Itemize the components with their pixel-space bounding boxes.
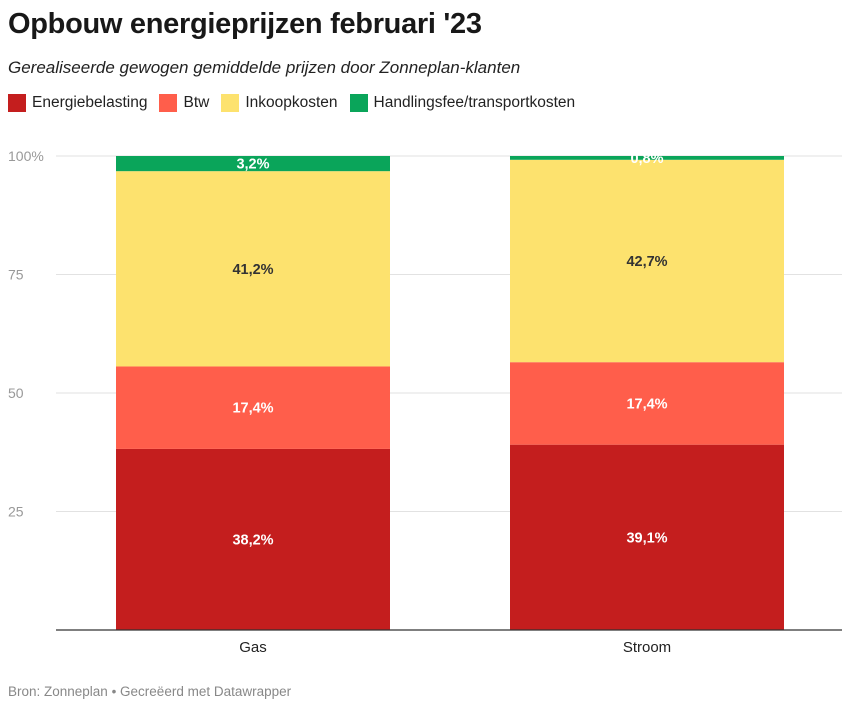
bar-segment [116, 366, 390, 449]
legend: Energiebelasting Btw Inkoopkosten Handli… [8, 94, 587, 112]
y-tick-label: 50 [8, 385, 24, 401]
data-label: 3,2% [236, 157, 269, 173]
source-footer: Bron: Zonneplan • Gecreëerd met Datawrap… [8, 684, 292, 699]
data-label: 0,8% [630, 151, 663, 167]
bar-segment [116, 156, 390, 172]
chart-title: Opbouw energieprijzen februari '23 [8, 8, 482, 40]
bar-segment [510, 156, 784, 160]
stacked-bar-chart: 100% 75 50 25 38,2% 17,4% 41,2% 3,2% Gas 39,1% 17,… [8, 148, 842, 656]
y-tick-label: 100% [8, 148, 44, 164]
bar-segment [510, 444, 784, 630]
y-tick-label: 75 [8, 267, 24, 283]
chart-subtitle: Gerealiseerde gewogen gemiddelde prijzen… [8, 58, 521, 77]
legend-label: Inkoopkosten [245, 94, 338, 111]
y-tick-label: 25 [8, 504, 24, 520]
legend-label: Handlingsfee/transportkosten [373, 94, 576, 111]
legend-label: Energiebelasting [32, 94, 148, 111]
legend-item-energiebelasting: Energiebelasting [8, 94, 147, 112]
bar-segment [116, 448, 390, 630]
legend-item-handlingsfee: Handlingsfee/transportkosten [349, 94, 576, 112]
legend-swatch [159, 94, 178, 112]
bar-segment [510, 362, 784, 445]
data-label: 17,4% [626, 396, 667, 412]
legend-item-btw: Btw [159, 94, 209, 112]
legend-item-inkoopkosten: Inkoopkosten [221, 94, 338, 112]
x-category-label: Stroom [623, 639, 671, 656]
bar-segment [116, 171, 390, 367]
legend-swatch [221, 94, 240, 112]
legend-swatch [8, 94, 26, 112]
bar-segment [510, 159, 784, 363]
legend-label: Btw [183, 94, 210, 111]
legend-swatch [349, 94, 368, 112]
data-label: 17,4% [232, 401, 273, 417]
x-category-label: Gas [239, 639, 267, 656]
data-label: 38,2% [232, 532, 273, 548]
data-label: 41,2% [232, 262, 273, 278]
data-label: 42,7% [626, 254, 667, 270]
data-label: 39,1% [626, 530, 667, 546]
